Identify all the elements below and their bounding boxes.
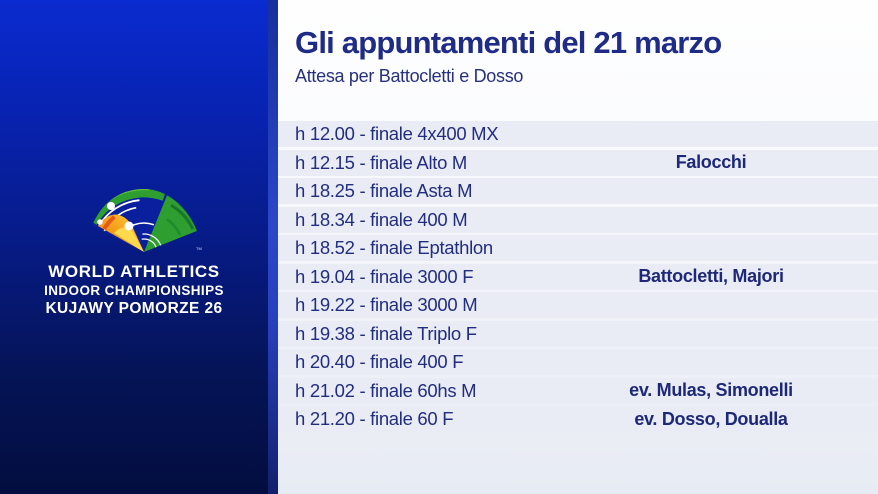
schedule-row: h 21.20 - finale 60 F ev. Dosso, Doualla bbox=[278, 406, 878, 432]
page-title: Gli appuntamenti del 21 marzo bbox=[295, 25, 722, 60]
schedule-row: h 19.04 - finale 3000 F Battocletti, Maj… bbox=[278, 263, 878, 290]
trademark-text: TM bbox=[196, 246, 202, 251]
schedule-list: h 12.00 - finale 4x400 MX h 12.15 - fina… bbox=[278, 121, 878, 435]
page-subtitle: Attesa per Battocletti e Dosso bbox=[295, 66, 524, 87]
schedule-panel: Gli appuntamenti del 21 marzo Attesa per… bbox=[278, 0, 878, 494]
schedule-row: h 12.00 - finale 4x400 MX bbox=[278, 121, 878, 147]
brand-line-indoor-championships: INDOOR CHAMPIONSHIPS bbox=[44, 283, 224, 298]
brand-line-kujawy-pomorze: KUJAWY POMORZE 26 bbox=[45, 300, 223, 317]
athlete-names-label: ev. Dosso, Doualla bbox=[634, 408, 788, 429]
brand-line-world-athletics: WORLD ATHLETICS bbox=[48, 262, 220, 281]
schedule-row: h 19.38 - finale Triplo F bbox=[278, 320, 878, 347]
athletics-fan-logo-icon: TM bbox=[92, 189, 202, 252]
event-time-label: h 21.02 - finale 60hs M bbox=[295, 379, 477, 401]
event-time-label: h 12.15 - finale Alto M bbox=[295, 151, 468, 173]
event-time-label: h 18.25 - finale Asta M bbox=[295, 180, 473, 201]
schedule-row: h 18.25 - finale Asta M bbox=[278, 178, 878, 204]
athlete-names-label: Falocchi bbox=[675, 152, 747, 172]
event-time-label: h 12.00 - finale 4x400 MX bbox=[295, 123, 499, 144]
schedule-row: h 21.02 - finale 60hs M ev. Mulas, Simon… bbox=[278, 377, 878, 404]
panel-header: Gli appuntamenti del 21 marzo Attesa per… bbox=[295, 25, 861, 87]
world-athletics-logo: TM bbox=[84, 186, 204, 258]
event-time-label: h 19.22 - finale 3000 M bbox=[295, 294, 478, 315]
event-time-label: h 18.52 - finale Eptathlon bbox=[295, 237, 493, 258]
brand-wordmark: WORLD ATHLETICS INDOOR CHAMPIONSHIPS KUJ… bbox=[0, 262, 268, 319]
event-time-label: h 18.34 - finale 400 M bbox=[295, 208, 468, 230]
athlete-names-label: ev. Mulas, Simonelli bbox=[629, 380, 793, 400]
schedule-row: h 20.40 - finale 400 F bbox=[278, 349, 878, 375]
event-time-label: h 20.40 - finale 400 F bbox=[295, 351, 464, 372]
vertical-divider-stripe bbox=[268, 0, 278, 494]
schedule-row: h 18.52 - finale Eptathlon bbox=[278, 235, 878, 261]
left-brand-panel: TM WORLD ATHLETICS INDOOR CHAMPIONSHIPS … bbox=[0, 0, 268, 494]
athlete-names-label: Battocletti, Majori bbox=[638, 266, 784, 286]
event-time-label: h 19.04 - finale 3000 F bbox=[295, 265, 474, 287]
schedule-row: h 12.15 - finale Alto M Falocchi bbox=[278, 149, 878, 176]
schedule-row: h 18.34 - finale 400 M bbox=[278, 206, 878, 233]
schedule-row: h 19.22 - finale 3000 M bbox=[278, 292, 878, 318]
event-time-label: h 21.20 - finale 60 F bbox=[295, 408, 454, 429]
event-time-label: h 19.38 - finale Triplo F bbox=[295, 322, 477, 344]
